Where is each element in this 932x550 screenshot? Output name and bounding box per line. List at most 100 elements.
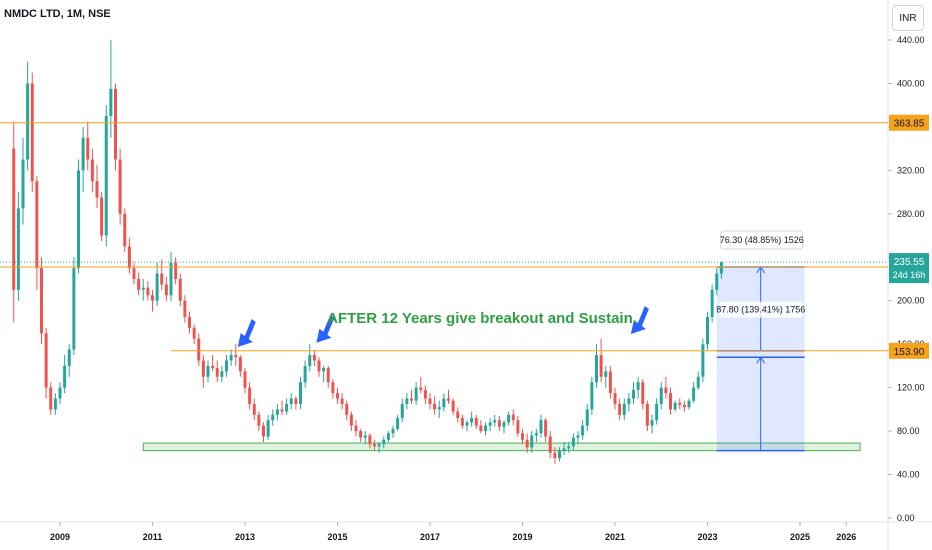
candle-body: [451, 400, 455, 412]
candle-body: [410, 398, 413, 401]
candle-body: [280, 409, 284, 412]
x-tick-label: 2017: [420, 532, 440, 542]
candle-body: [400, 403, 404, 419]
candle-body: [81, 137, 85, 171]
candle-body: [12, 148, 16, 290]
candle-body: [294, 398, 298, 404]
candle-body: [363, 435, 367, 438]
candle-body: [164, 284, 168, 296]
candle-body: [312, 355, 316, 361]
candle-body: [197, 338, 201, 361]
candle-body: [382, 439, 386, 445]
x-tick-label: 2011: [143, 532, 163, 542]
candle-body: [303, 365, 307, 383]
pointer-arrow-icon: [630, 306, 649, 335]
candle-body: [53, 398, 57, 410]
candle-body: [622, 403, 626, 415]
currency-button[interactable]: INR: [892, 5, 924, 31]
y-tick-label: 80.00: [897, 426, 920, 436]
candle-body: [44, 333, 48, 388]
candle-body: [511, 414, 515, 421]
candle-body: [77, 170, 80, 269]
candle-body: [470, 418, 474, 423]
candle-body: [488, 422, 492, 426]
candle-body: [178, 279, 182, 301]
candle-body: [414, 387, 418, 401]
candle-body: [63, 365, 67, 388]
candle-body: [719, 262, 723, 274]
candle-body: [359, 431, 363, 438]
candle-body: [368, 435, 372, 445]
candle-body: [664, 387, 668, 394]
candle-body: [632, 389, 635, 399]
x-tick-label: 2023: [697, 532, 717, 542]
candle-body: [608, 371, 612, 394]
candle-body: [317, 360, 321, 372]
last-price-badge: [889, 253, 929, 284]
candle-body: [123, 213, 127, 247]
support-zone: [142, 442, 861, 452]
candle-body: [336, 393, 339, 399]
candle-body: [373, 444, 376, 447]
candle-body: [484, 425, 487, 432]
y-tick-label: 280.00: [897, 209, 925, 219]
x-tick-label: 2025: [790, 532, 810, 542]
x-tick-label: 2021: [605, 532, 625, 542]
candle-body: [169, 262, 173, 296]
candle-body: [659, 387, 663, 404]
candle-body: [641, 382, 645, 404]
candle-body: [299, 382, 302, 404]
candle-body: [289, 398, 293, 404]
candle-body: [243, 371, 247, 388]
candle-body: [655, 403, 659, 421]
candle-body: [525, 439, 529, 448]
candle-body: [155, 273, 159, 301]
candle-body: [215, 368, 219, 377]
candle-body: [534, 433, 538, 436]
candle-body: [86, 137, 90, 160]
candle-body: [234, 355, 238, 358]
y-tick-label: 440.00: [897, 35, 925, 45]
candle-body: [137, 279, 141, 290]
candle-body: [558, 450, 561, 459]
candle-body: [599, 355, 603, 377]
candle-body: [206, 365, 210, 377]
candle-body: [49, 387, 53, 410]
candle-body: [30, 83, 34, 182]
candle-body: [706, 317, 709, 345]
candle-body: [433, 403, 437, 410]
x-tick-label: 2009: [50, 532, 70, 542]
candle-body: [701, 344, 705, 377]
candle-body: [595, 355, 598, 383]
candle-body: [201, 360, 205, 377]
candle-body: [590, 382, 594, 410]
candle-body: [386, 433, 390, 440]
candle-body: [581, 425, 585, 436]
candle-body: [146, 287, 150, 296]
candle-body: [521, 433, 524, 440]
candle-body: [229, 355, 233, 361]
candle-body: [26, 83, 30, 160]
candle-body: [682, 405, 686, 408]
measure-label-lower-bg: [718, 301, 803, 318]
candle-body: [266, 420, 270, 437]
candle-body: [21, 159, 25, 209]
candle-body: [308, 355, 312, 366]
candle-body: [90, 159, 94, 182]
candle-body: [67, 349, 71, 366]
pointer-arrow-icon: [316, 314, 335, 343]
candle-body: [16, 208, 20, 290]
x-tick-label: 2015: [327, 532, 347, 542]
candle-body: [627, 398, 631, 404]
measure-label-upper: 76.30 (48.85%) 1526: [720, 235, 804, 245]
candle-body: [238, 357, 242, 372]
candle-body: [188, 317, 191, 328]
candle-body: [442, 398, 446, 408]
candle-body: [553, 452, 557, 459]
candle-body: [669, 393, 672, 410]
candle-body: [322, 368, 326, 372]
candle-body: [423, 389, 427, 399]
candle-body: [95, 181, 99, 198]
x-tick-label: 2013: [235, 532, 255, 542]
